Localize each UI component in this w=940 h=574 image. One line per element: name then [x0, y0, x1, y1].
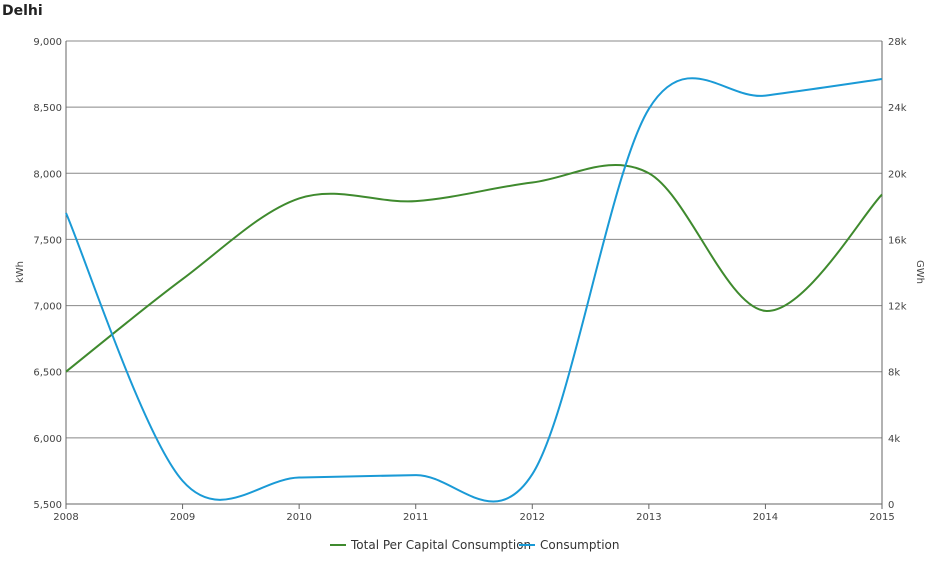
x-tick-label: 2013	[636, 512, 661, 523]
x-axis-ticks: 2008 2009 2010 2011 2012 2013 2014 2015	[53, 504, 895, 523]
legend[interactable]: Total Per Capital Consumption Consumption	[330, 538, 619, 552]
left-tick-label: 8,000	[33, 169, 62, 180]
right-tick-label: 8k	[888, 368, 900, 379]
right-axis-label: GWh	[914, 260, 925, 284]
x-tick-label: 2010	[286, 512, 311, 523]
right-tick-label: 20k	[888, 169, 907, 180]
left-tick-label: 7,000	[33, 302, 62, 313]
series-line-per-capita[interactable]	[65, 164, 883, 373]
left-tick-label: 7,500	[33, 235, 62, 246]
right-tick-label: 4k	[888, 434, 900, 445]
left-tick-label: 6,500	[33, 368, 62, 379]
x-tick-label: 2014	[753, 512, 778, 523]
gridlines	[66, 40, 882, 505]
left-axis-label: kWh	[15, 261, 26, 283]
x-tick-label: 2009	[170, 512, 195, 523]
left-tick-label: 5,500	[33, 500, 62, 511]
legend-label: Total Per Capital Consumption	[350, 538, 531, 552]
left-tick-label: 8,500	[33, 103, 62, 114]
right-tick-label: 16k	[888, 235, 907, 246]
x-tick-label: 2008	[53, 512, 78, 523]
left-tick-label: 9,000	[33, 37, 62, 48]
x-tick-label: 2015	[869, 512, 894, 523]
legend-label: Consumption	[540, 538, 619, 552]
x-tick-label: 2011	[403, 512, 428, 523]
legend-item[interactable]: Consumption	[519, 538, 619, 552]
axes	[65, 41, 883, 504]
x-tick-label: 2012	[520, 512, 545, 523]
right-tick-label: 12k	[888, 302, 907, 313]
left-axis-ticks: 5,500 6,000 6,500 7,000 7,500 8,000 8,500 9,000	[33, 37, 62, 511]
right-tick-label: 28k	[888, 37, 907, 48]
series-lines	[65, 77, 883, 503]
chart-title: Delhi	[2, 3, 43, 19]
right-axis-ticks: 0 4k 8k 12k 16k 20k 24k 28k	[888, 37, 907, 511]
legend-item[interactable]: Total Per Capital Consumption	[330, 538, 531, 552]
series-line-consumption[interactable]	[65, 77, 883, 503]
right-tick-label: 24k	[888, 103, 907, 114]
left-tick-label: 6,000	[33, 434, 62, 445]
right-tick-label: 0	[888, 500, 894, 511]
